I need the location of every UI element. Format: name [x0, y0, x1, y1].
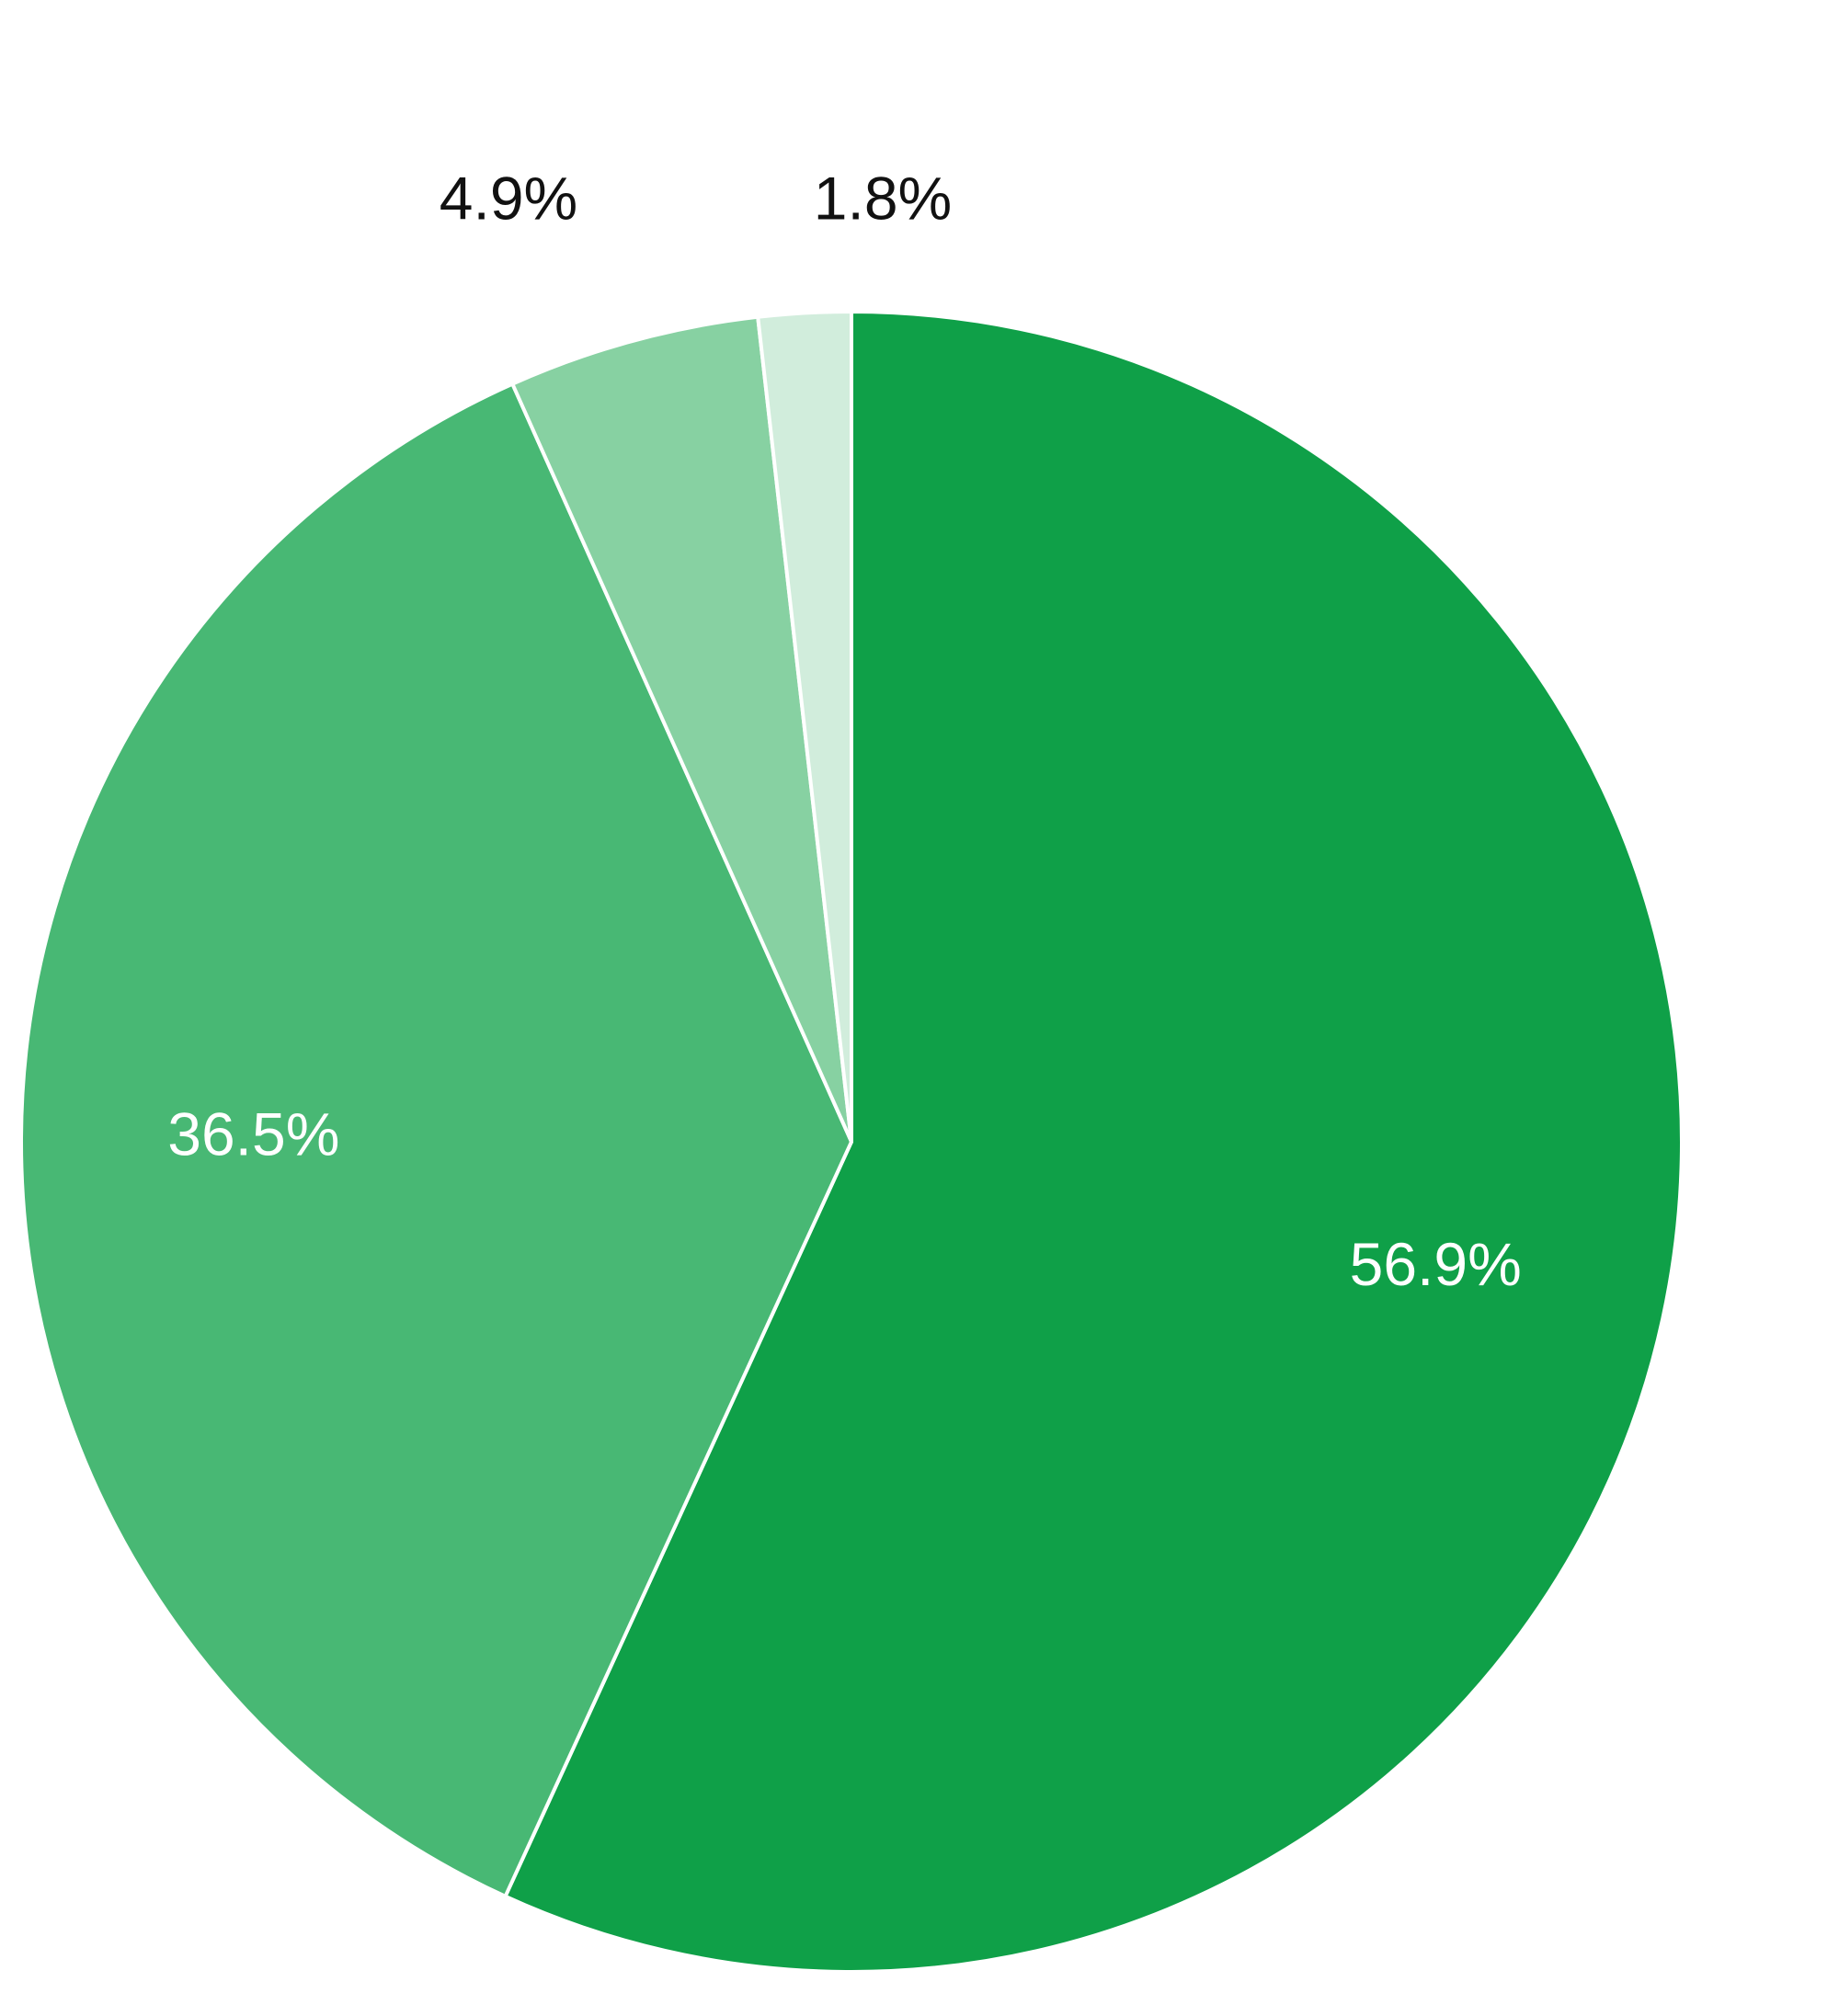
pie-slices	[19, 310, 1684, 1974]
pie-labels: 56.9% 36.5% 4.9% 1.8%	[167, 164, 1521, 1298]
pie-slice-2	[19, 382, 853, 1898]
pie-slice-label-3: 4.9%	[440, 164, 577, 232]
pie-slice-1	[503, 310, 1684, 1974]
pie-slice-3	[510, 314, 853, 1144]
pie-slice-label-1: 56.9%	[1350, 1230, 1522, 1298]
pie-slice-label-2: 36.5%	[167, 1099, 339, 1167]
pie-slice-label-4: 1.8%	[814, 164, 952, 232]
pie-slice-4	[756, 310, 853, 1144]
